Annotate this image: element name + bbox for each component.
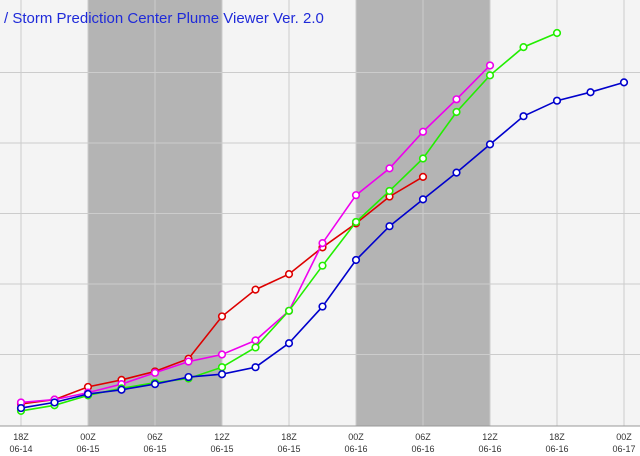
- series-0-point: [284, 270, 294, 279]
- x-tick-hour: 18Z: [549, 432, 565, 442]
- x-tick-hour: 06Z: [147, 432, 163, 442]
- x-tick-hour: 18Z: [13, 432, 29, 442]
- x-tick-date: 06-15: [277, 444, 300, 454]
- series-3-point: [351, 255, 361, 265]
- x-tick-hour: 00Z: [80, 432, 96, 442]
- series-2-point: [351, 217, 361, 227]
- series-3-point: [318, 302, 327, 311]
- series-1-point: [217, 350, 227, 359]
- series-3-point: [50, 398, 59, 407]
- series-2-point: [485, 71, 495, 80]
- x-tick-hour: 18Z: [281, 432, 297, 442]
- x-axis-ticks: 18Z 06-14 00Z 06-15 06Z 06-15 12Z 06-15 18Z 06-15…: [9, 432, 635, 454]
- series-2-point: [284, 306, 294, 315]
- x-tick-hour: 00Z: [348, 432, 364, 442]
- series-1-point: [385, 164, 394, 173]
- x-tick-date: 06-16: [344, 444, 367, 454]
- series-0-point: [217, 312, 227, 321]
- series-3-point: [117, 385, 126, 394]
- series-3-point: [83, 389, 93, 399]
- x-tick-date: 06-16: [545, 444, 568, 454]
- x-tick-hour: 00Z: [616, 432, 632, 442]
- series-2-point: [552, 28, 562, 38]
- series-1-point: [452, 95, 461, 104]
- series-2-point: [251, 343, 260, 352]
- x-tick-date: 06-16: [478, 444, 501, 454]
- series-1-point: [184, 357, 193, 366]
- series-2-point: [318, 261, 327, 270]
- series-0-point: [418, 172, 428, 181]
- series-3-point: [385, 222, 394, 231]
- series-0-point: [251, 285, 260, 294]
- x-tick-date: 06-16: [411, 444, 434, 454]
- x-tick-date: 06-15: [210, 444, 233, 454]
- series-1-point: [351, 191, 361, 200]
- series-2-point: [418, 154, 428, 163]
- series-2-point: [217, 363, 227, 372]
- series-2-point: [385, 186, 394, 196]
- series-3-point: [552, 96, 562, 105]
- chart-title: / Storm Prediction Center Plume Viewer V…: [4, 10, 324, 27]
- grid-lines: [0, 0, 640, 427]
- series-3-point: [184, 372, 193, 382]
- series-1-point: [318, 239, 327, 248]
- series-1-point: [418, 127, 428, 136]
- series-3-point: [586, 88, 595, 97]
- x-tick-date: 06-15: [143, 444, 166, 454]
- x-tick-hour: 12Z: [214, 432, 230, 442]
- series-3-point: [418, 195, 428, 204]
- series-2-point: [519, 43, 528, 52]
- series-3-point: [284, 339, 294, 348]
- series-1-point: [150, 368, 160, 377]
- x-tick-date: 06-14: [9, 444, 32, 454]
- series-1-point: [251, 336, 260, 345]
- x-tick-date: 06-17: [612, 444, 635, 454]
- series-3-point: [217, 370, 227, 379]
- x-tick-hour: 06Z: [415, 432, 431, 442]
- series-3-point: [251, 363, 260, 372]
- series-2-point: [452, 107, 461, 117]
- series-3-point: [16, 403, 26, 413]
- series-3-point: [452, 168, 461, 177]
- series-3-point: [519, 112, 528, 121]
- series-3-point: [619, 78, 629, 87]
- x-tick-date: 06-15: [76, 444, 99, 454]
- series-1-point: [485, 61, 495, 70]
- series-layer: [16, 28, 629, 416]
- series-3-point: [485, 140, 495, 149]
- series-3-point: [150, 380, 160, 389]
- x-tick-hour: 12Z: [482, 432, 498, 442]
